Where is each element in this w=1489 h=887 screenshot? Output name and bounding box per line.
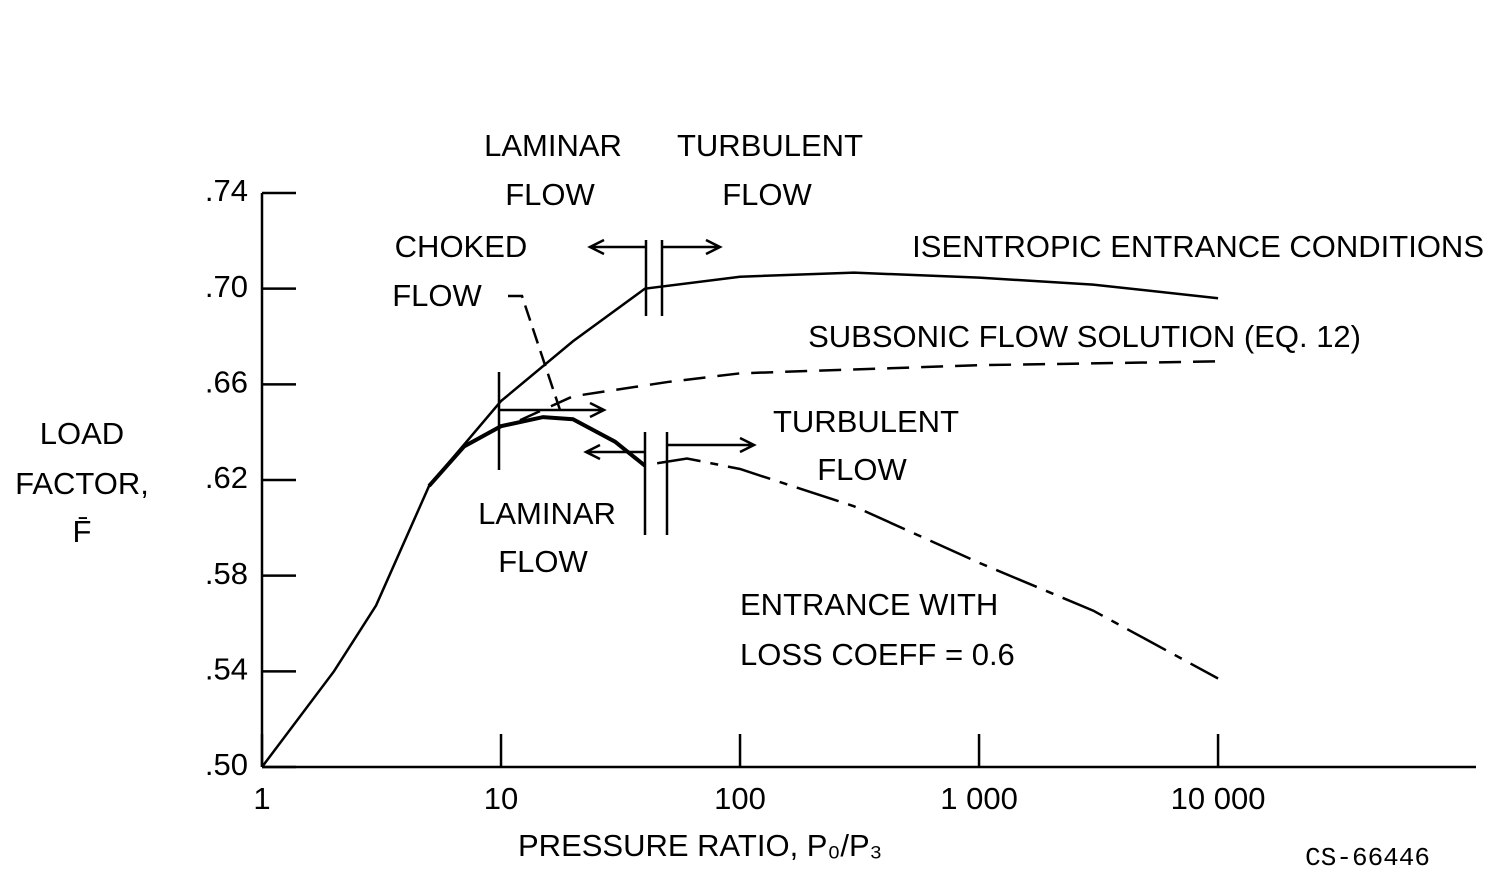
annotation: TURBULENT xyxy=(677,128,863,163)
annotation: LAMINAR xyxy=(478,496,616,531)
x-tick-label: 10 xyxy=(484,781,518,816)
arrow xyxy=(499,401,607,419)
arrow xyxy=(667,436,757,454)
annotation: CHOKED xyxy=(395,229,528,264)
y-tick-label: .70 xyxy=(205,269,248,304)
annotation: ISENTROPIC ENTRANCE CONDITIONS xyxy=(912,229,1484,264)
annotation: FLOW xyxy=(722,177,812,212)
leader xyxy=(508,294,562,411)
y-tick-label: .58 xyxy=(205,556,248,591)
arrow xyxy=(662,238,723,256)
y-tick-label: .50 xyxy=(205,747,248,782)
annotation: SUBSONIC FLOW SOLUTION (EQ. 12) xyxy=(808,319,1361,354)
annotation: LAMINAR xyxy=(484,128,622,163)
annotation: FLOW xyxy=(817,452,907,487)
line xyxy=(656,457,1219,680)
x-tick-label: 1 000 xyxy=(940,781,1018,816)
x-tick-label: 10 000 xyxy=(1171,781,1266,816)
x-tick-label: 100 xyxy=(714,781,766,816)
y-axis-label: FACTOR, xyxy=(15,466,149,501)
annotation: FLOW xyxy=(392,278,482,313)
y-tick-label: .54 xyxy=(205,652,248,687)
y-tick-label: .74 xyxy=(205,173,248,208)
y-axis-label: LOAD xyxy=(40,416,124,451)
annotation: LOSS COEFF = 0.6 xyxy=(740,637,1015,672)
annotation: CS-66446 xyxy=(1305,843,1430,873)
line xyxy=(519,360,1219,422)
annotation: FLOW xyxy=(498,544,588,579)
line xyxy=(427,415,647,488)
y-axis-label: F̄ xyxy=(73,514,92,549)
arrow xyxy=(587,238,646,256)
y-tick-label: .66 xyxy=(205,365,248,400)
annotation: TURBULENT xyxy=(773,404,959,439)
y-tick-label: .62 xyxy=(205,460,248,495)
annotation: ENTRANCE WITH xyxy=(740,587,998,622)
annotation: FLOW xyxy=(505,177,595,212)
arrow xyxy=(583,443,645,461)
x-tick-label: 1 xyxy=(253,781,270,816)
line xyxy=(261,271,1219,768)
x-axis-label: PRESSURE RATIO, P₀/P₃ xyxy=(518,828,882,863)
